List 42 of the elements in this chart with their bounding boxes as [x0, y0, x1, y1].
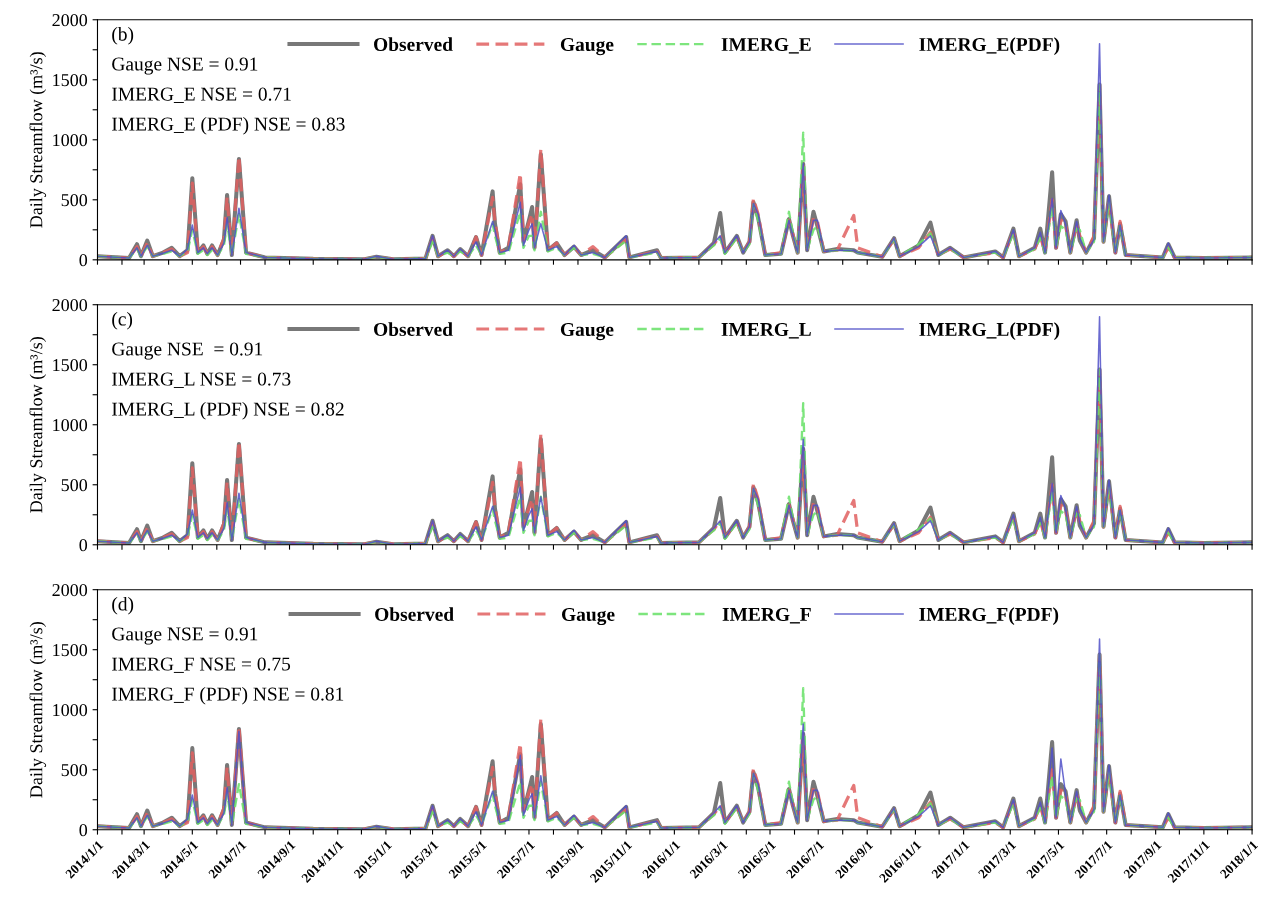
y-tick-label: 1000	[53, 419, 88, 432]
y-axis-title: Daily Streamflow (m³/s)	[29, 337, 47, 513]
legend-label: IMERG_E(PDF)	[919, 37, 1060, 56]
annotation: (b)	[112, 26, 134, 45]
y-axis-title: Daily Streamflow (m³/s)	[29, 52, 47, 228]
annotation: IMERG_E NSE = 0.71	[112, 87, 291, 103]
y-tick-label: 0	[79, 539, 88, 552]
legend-label: Observed	[375, 607, 454, 621]
legend-label: IMERG_L	[721, 322, 811, 339]
annotation: IMERG_L (PDF) NSE = 0.82	[112, 401, 344, 420]
annotation: (d)	[112, 596, 134, 615]
annotation: Gauge NSE = 0.91	[112, 57, 258, 75]
y-tick-label: 2000	[52, 14, 88, 27]
y-tick-label: 1000	[53, 703, 88, 717]
legend-label: IMERG_F(PDF)	[919, 607, 1059, 625]
legend-label: Gauge	[560, 322, 614, 341]
legend-label: IMERG_L(PDF)	[919, 322, 1060, 340]
y-tick-label: 1500	[53, 359, 88, 372]
y-tick-label: 2000	[52, 298, 88, 312]
legend-label: Gauge	[561, 607, 615, 626]
annotation: IMERG_L NSE = 0.73	[112, 372, 291, 388]
legend-label: Observed	[374, 37, 453, 52]
y-tick-label: 0	[79, 254, 88, 267]
y-axis-title: Daily Streamflow (m³/s)	[29, 622, 47, 798]
y-tick-label: 500	[61, 194, 88, 207]
y-tick-label: 1500	[53, 74, 88, 87]
y-tick-label: 500	[61, 479, 88, 492]
annotation: (c)	[112, 311, 133, 330]
annotation: Gauge NSE = 0.91	[112, 342, 263, 360]
annotation: Gauge NSE = 0.91	[112, 627, 258, 645]
legend-label: IMERG_E	[721, 37, 811, 54]
y-tick-label: 1000	[53, 134, 88, 147]
y-tick-label: 500	[61, 763, 88, 777]
annotation: IMERG_F (PDF) NSE = 0.81	[112, 686, 344, 705]
legend-label: Gauge	[560, 37, 614, 56]
annotation: IMERG_F NSE = 0.75	[112, 657, 291, 673]
legend-label: IMERG_F	[722, 607, 811, 624]
y-tick-label: 2000	[52, 583, 88, 597]
legend-label: Observed	[374, 322, 453, 337]
y-tick-label: 0	[79, 824, 88, 837]
y-tick-label: 1500	[53, 643, 88, 657]
annotation: IMERG_E (PDF) NSE = 0.83	[112, 116, 345, 135]
